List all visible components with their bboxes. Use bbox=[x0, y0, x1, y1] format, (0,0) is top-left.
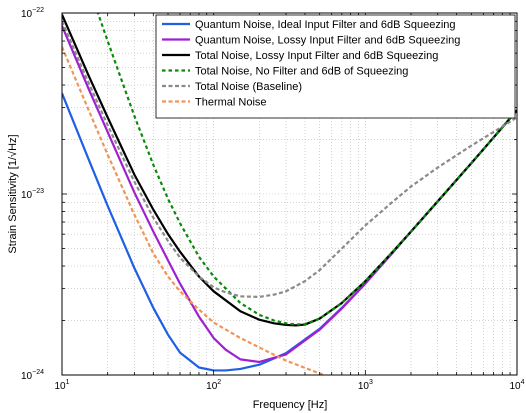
legend-label: Quantum Noise, Ideal Input Filter and 6d… bbox=[195, 19, 456, 31]
x-tick-label: 103 bbox=[358, 379, 373, 392]
legend-label: Total Noise, No Filter and 6dB of Squeez… bbox=[195, 66, 408, 78]
tick-exponent: 1 bbox=[66, 379, 70, 386]
y-tick-label: 10−22 bbox=[21, 7, 44, 20]
x-tick-label: 101 bbox=[54, 379, 69, 392]
x-axis-label: Frequency [Hz] bbox=[253, 399, 328, 411]
tick-base: 10 bbox=[509, 381, 521, 392]
tick-exponent: −23 bbox=[32, 188, 44, 195]
y-tick-label: 10−24 bbox=[21, 369, 44, 382]
series-line-5 bbox=[62, 20, 517, 299]
tick-exponent: 3 bbox=[369, 379, 373, 386]
tick-exponent: 4 bbox=[521, 379, 525, 386]
tick-base: 10 bbox=[21, 190, 33, 201]
tick-exponent: 2 bbox=[217, 379, 221, 386]
tick-base: 10 bbox=[358, 381, 370, 392]
legend: Quantum Noise, Ideal Input Filter and 6d… bbox=[155, 14, 516, 119]
legend-label: Quantum Noise, Lossy Input Filter and 6d… bbox=[195, 35, 460, 47]
tick-base: 10 bbox=[21, 371, 33, 382]
y-tick-label: 10−23 bbox=[21, 188, 44, 201]
tick-base: 10 bbox=[21, 9, 33, 20]
y-axis-label: Strain Sensitivity [1/√Hz] bbox=[7, 134, 19, 253]
legend-label: Thermal Noise bbox=[195, 97, 267, 109]
legend-box bbox=[155, 14, 516, 119]
series-line-4 bbox=[96, 13, 517, 326]
tick-exponent: −24 bbox=[32, 369, 44, 376]
ticks bbox=[62, 13, 517, 375]
legend-label: Total Noise, Lossy Input Filter and 6dB … bbox=[195, 50, 438, 62]
tick-base: 10 bbox=[54, 381, 66, 392]
series-group bbox=[62, 13, 517, 375]
legend-label: Total Noise (Baseline) bbox=[195, 81, 302, 93]
tick-exponent: −22 bbox=[32, 7, 44, 14]
tick-base: 10 bbox=[206, 381, 218, 392]
x-tick-label: 102 bbox=[206, 379, 221, 392]
x-tick-label: 104 bbox=[509, 379, 524, 392]
